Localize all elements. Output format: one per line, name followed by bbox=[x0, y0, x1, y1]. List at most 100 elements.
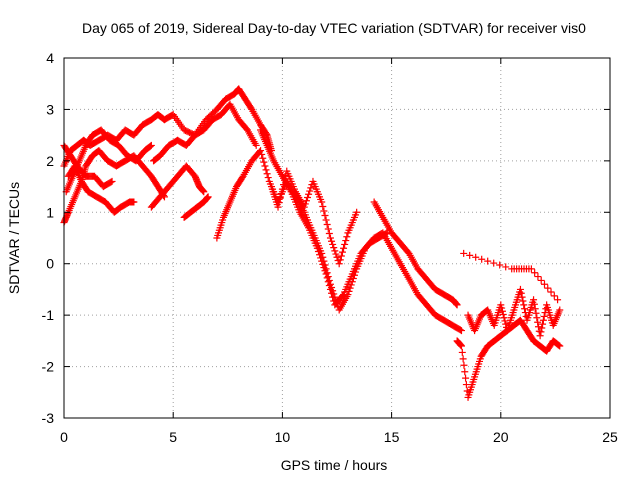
x-tick-label: 15 bbox=[384, 429, 400, 445]
data-point bbox=[538, 324, 546, 332]
data-point bbox=[279, 181, 287, 189]
y-tick-label: 1 bbox=[46, 204, 54, 220]
data-point bbox=[544, 284, 552, 292]
data-point bbox=[519, 297, 527, 305]
data-point bbox=[501, 317, 509, 325]
data-point bbox=[281, 176, 289, 184]
data-point bbox=[453, 301, 461, 309]
data-point bbox=[472, 253, 480, 261]
data-point bbox=[329, 293, 337, 301]
data-point bbox=[547, 288, 555, 296]
data-point bbox=[336, 256, 344, 264]
data-point bbox=[326, 234, 334, 242]
data-point bbox=[537, 276, 545, 284]
data-point bbox=[353, 208, 361, 216]
data-point bbox=[466, 251, 474, 259]
data-point bbox=[259, 154, 267, 162]
data-point bbox=[531, 305, 539, 313]
x-tick-labels: 0 5 10 15 20 25 bbox=[60, 429, 618, 445]
data-point bbox=[555, 341, 563, 349]
data-point bbox=[457, 327, 465, 335]
data-point bbox=[314, 248, 322, 255]
x-tick-label: 10 bbox=[275, 429, 291, 445]
data-point bbox=[322, 216, 330, 224]
data-point bbox=[252, 141, 260, 149]
data-point bbox=[539, 320, 547, 328]
data-point bbox=[518, 293, 526, 301]
data-point bbox=[328, 289, 336, 297]
y-axis-label: SDTVAR / TECUs bbox=[6, 182, 22, 294]
y-tick-label: 2 bbox=[46, 153, 54, 169]
data-point bbox=[325, 230, 333, 237]
data-point bbox=[516, 285, 524, 293]
data-point bbox=[520, 301, 528, 309]
data-points bbox=[60, 85, 564, 401]
x-tick-label: 5 bbox=[169, 429, 177, 445]
data-point bbox=[343, 233, 351, 241]
data-point bbox=[322, 270, 330, 278]
data-point bbox=[323, 274, 331, 282]
data-point bbox=[331, 247, 339, 255]
x-tick-label: 25 bbox=[602, 429, 618, 445]
data-point bbox=[318, 257, 326, 265]
data-point bbox=[502, 320, 510, 328]
data-point bbox=[304, 194, 312, 201]
data-point bbox=[146, 143, 154, 151]
data-point bbox=[533, 314, 541, 322]
data-point bbox=[130, 198, 138, 206]
y-tick-label: -1 bbox=[42, 307, 55, 323]
y-tick-label: -2 bbox=[42, 359, 55, 375]
x-axis-label: GPS time / hours bbox=[281, 457, 388, 473]
data-point bbox=[204, 193, 212, 201]
data-point bbox=[554, 296, 562, 304]
data-point bbox=[484, 257, 492, 265]
data-point bbox=[335, 260, 343, 268]
data-point bbox=[556, 342, 564, 350]
data-point bbox=[517, 289, 525, 297]
data-point bbox=[263, 170, 271, 178]
data-point bbox=[326, 285, 334, 293]
data-point bbox=[459, 355, 467, 363]
data-point bbox=[325, 282, 333, 290]
data-point bbox=[532, 309, 540, 317]
data-point bbox=[313, 244, 321, 252]
data-point bbox=[320, 264, 328, 272]
data-point bbox=[275, 199, 283, 207]
data-point bbox=[342, 237, 350, 245]
data-point bbox=[300, 203, 308, 211]
data-point bbox=[496, 261, 504, 269]
data-point bbox=[200, 188, 208, 196]
data-point bbox=[478, 255, 486, 263]
data-point bbox=[306, 187, 314, 195]
data-point bbox=[323, 221, 331, 228]
data-point bbox=[536, 332, 544, 340]
data-point bbox=[534, 323, 542, 331]
data-point bbox=[324, 225, 332, 233]
data-point bbox=[316, 251, 324, 259]
data-point bbox=[540, 280, 548, 288]
data-point bbox=[302, 197, 310, 205]
data-point bbox=[321, 267, 329, 275]
data-point bbox=[337, 252, 345, 260]
data-point bbox=[320, 207, 328, 215]
data-point bbox=[338, 292, 346, 300]
data-point bbox=[556, 306, 564, 314]
data-point bbox=[346, 284, 354, 292]
data-point bbox=[500, 314, 508, 322]
data-point bbox=[330, 244, 338, 252]
data-point bbox=[257, 147, 265, 155]
grid-lines bbox=[64, 58, 610, 418]
y-tick-label: 3 bbox=[46, 101, 54, 117]
chart-title: Day 065 of 2019, Sidereal Day-to-day VTE… bbox=[82, 20, 586, 36]
data-point bbox=[328, 237, 336, 245]
data-point bbox=[324, 278, 332, 286]
data-point bbox=[332, 250, 340, 258]
data-point bbox=[457, 342, 465, 350]
data-point bbox=[534, 318, 542, 326]
data-point bbox=[319, 203, 327, 210]
data-point bbox=[274, 203, 282, 211]
data-point bbox=[460, 361, 468, 369]
data-point bbox=[382, 230, 390, 237]
data-point bbox=[305, 190, 313, 198]
